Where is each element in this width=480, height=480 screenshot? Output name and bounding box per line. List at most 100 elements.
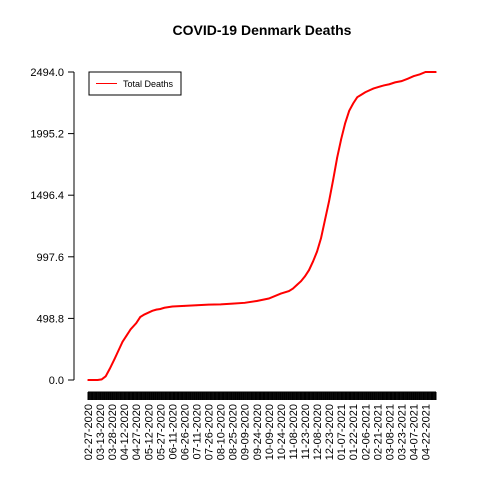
data-point xyxy=(292,287,294,290)
data-point xyxy=(296,284,298,286)
y-tick-label: 1995.2 xyxy=(30,129,64,141)
data-point xyxy=(207,303,210,306)
data-point xyxy=(96,379,99,381)
data-point xyxy=(155,308,158,311)
data-point xyxy=(324,218,326,221)
data-point xyxy=(407,77,409,80)
data-point xyxy=(382,84,385,87)
x-tick-label: 08-10-2020 xyxy=(216,404,228,460)
data-point xyxy=(348,109,351,112)
x-tick-label: 12-08-2020 xyxy=(312,404,324,460)
data-point xyxy=(304,275,306,278)
data-point xyxy=(255,300,258,302)
data-point xyxy=(231,302,234,305)
legend-label: Total Deaths xyxy=(123,79,174,89)
data-point xyxy=(117,349,120,352)
x-tick-label: 11-23-2020 xyxy=(300,404,312,459)
x-tick-label: 06-11-2020 xyxy=(167,404,179,459)
data-point xyxy=(394,81,396,84)
y-tick-label: 997.6 xyxy=(36,252,64,264)
data-point xyxy=(135,322,138,324)
data-point xyxy=(352,102,355,105)
data-point xyxy=(400,80,403,82)
data-point xyxy=(87,379,89,381)
y-tick-label: 2494.0 xyxy=(30,67,64,79)
data-point xyxy=(372,87,375,90)
data-point xyxy=(368,89,371,92)
data-point xyxy=(316,250,318,253)
x-tick-label: 04-22-2021 xyxy=(421,404,433,460)
data-point xyxy=(143,313,146,316)
data-point xyxy=(300,280,302,283)
x-tick-label: 04-27-2020 xyxy=(131,404,143,460)
data-point xyxy=(147,311,150,314)
series-layer xyxy=(87,71,437,381)
x-tick-label: 02-27-2020 xyxy=(83,404,95,460)
x-tick-label: 12-23-2020 xyxy=(324,404,336,460)
x-tick-label: 06-26-2020 xyxy=(179,404,191,460)
data-point xyxy=(129,328,132,331)
data-point xyxy=(336,156,338,159)
y-axis: 0.0 498.8 997.6 1496.4 1995.2 2494.0 xyxy=(30,67,75,387)
data-point xyxy=(312,260,314,263)
x-tick-label: 04-12-2020 xyxy=(119,404,131,460)
x-tick-label: 03-28-2020 xyxy=(107,404,119,460)
x-tick-label: 02-06-2021 xyxy=(360,404,372,460)
x-tick-label: 10-24-2020 xyxy=(276,404,288,460)
data-point xyxy=(340,138,342,140)
x-tick-label: 01-22-2021 xyxy=(348,404,360,460)
data-point xyxy=(424,71,427,73)
x-tick-label: 05-12-2020 xyxy=(143,404,155,460)
x-tick-label: 02-21-2021 xyxy=(372,404,384,460)
x-tick-label: 09-24-2020 xyxy=(252,404,264,460)
x-tick-label: 05-27-2020 xyxy=(155,404,167,460)
data-point xyxy=(125,334,128,337)
x-tick-label: 09-09-2020 xyxy=(240,404,252,460)
data-point xyxy=(219,303,222,306)
data-point xyxy=(280,292,282,295)
data-point xyxy=(139,316,142,318)
series-line-total-deaths xyxy=(88,71,436,381)
data-point xyxy=(288,290,290,292)
x-tick-label: 04-07-2021 xyxy=(408,404,420,460)
data-point xyxy=(308,269,310,271)
data-point xyxy=(183,305,186,307)
x-tick-label: 01-07-2021 xyxy=(336,404,348,460)
data-point xyxy=(268,297,270,300)
data-point xyxy=(151,310,154,312)
data-point xyxy=(243,302,246,304)
data-point xyxy=(435,71,437,73)
data-point xyxy=(121,340,124,343)
data-point xyxy=(429,71,432,73)
x-tick-label: 07-11-2020 xyxy=(191,404,203,459)
data-point xyxy=(364,91,367,94)
y-tick-label: 0.0 xyxy=(49,375,64,387)
data-point xyxy=(328,200,330,202)
data-point xyxy=(159,308,162,310)
data-point xyxy=(344,122,346,124)
y-tick-label: 498.8 xyxy=(36,313,64,325)
x-tick-label: 07-26-2020 xyxy=(204,404,216,460)
data-point xyxy=(104,375,107,378)
x-tick-label: 11-08-2020 xyxy=(288,404,300,459)
data-point xyxy=(376,86,379,89)
data-point xyxy=(108,368,111,370)
data-point xyxy=(167,306,170,308)
x-tick-label: 03-13-2020 xyxy=(95,404,107,460)
data-point xyxy=(195,304,198,307)
data-point xyxy=(171,305,174,308)
data-point xyxy=(356,96,359,98)
data-point xyxy=(332,179,334,181)
data-point xyxy=(320,237,322,239)
x-tick-label: 03-23-2021 xyxy=(396,404,408,460)
x-tick-label: 03-08-2021 xyxy=(384,404,396,460)
data-point xyxy=(360,93,363,96)
legend: Total Deaths xyxy=(88,71,182,96)
data-point xyxy=(163,306,166,309)
data-point xyxy=(419,73,421,76)
data-point xyxy=(100,378,103,381)
data-point xyxy=(113,358,116,360)
data-point xyxy=(388,83,391,86)
x-tick-label: 10-09-2020 xyxy=(264,404,276,460)
